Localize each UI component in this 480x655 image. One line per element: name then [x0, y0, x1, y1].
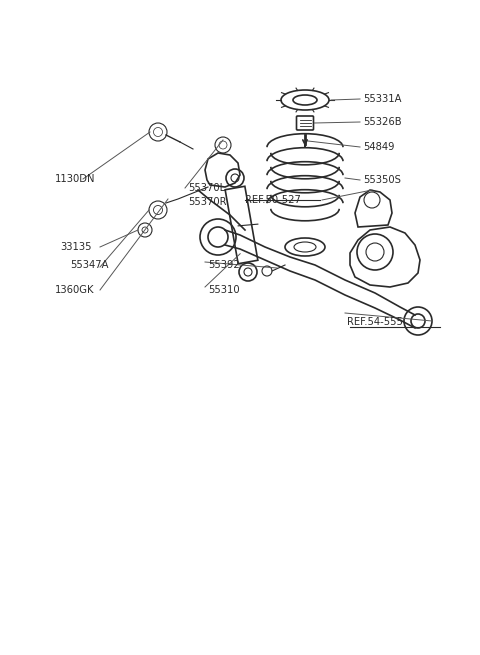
- Text: 55370R: 55370R: [188, 197, 227, 207]
- Text: 1360GK: 1360GK: [55, 285, 95, 295]
- Text: 55331A: 55331A: [363, 94, 401, 104]
- Text: 55326B: 55326B: [363, 117, 402, 127]
- Text: 1130DN: 1130DN: [55, 174, 96, 184]
- Text: 33135: 33135: [60, 242, 92, 252]
- Text: REF.54-555: REF.54-555: [347, 317, 403, 327]
- Text: 55370L: 55370L: [188, 183, 225, 193]
- Text: 55392: 55392: [208, 260, 240, 270]
- Text: 55310: 55310: [208, 285, 240, 295]
- Text: 54849: 54849: [363, 142, 395, 152]
- Text: 55350S: 55350S: [363, 175, 401, 185]
- Text: 55347A: 55347A: [70, 260, 108, 270]
- Text: REF.50-527: REF.50-527: [245, 195, 301, 205]
